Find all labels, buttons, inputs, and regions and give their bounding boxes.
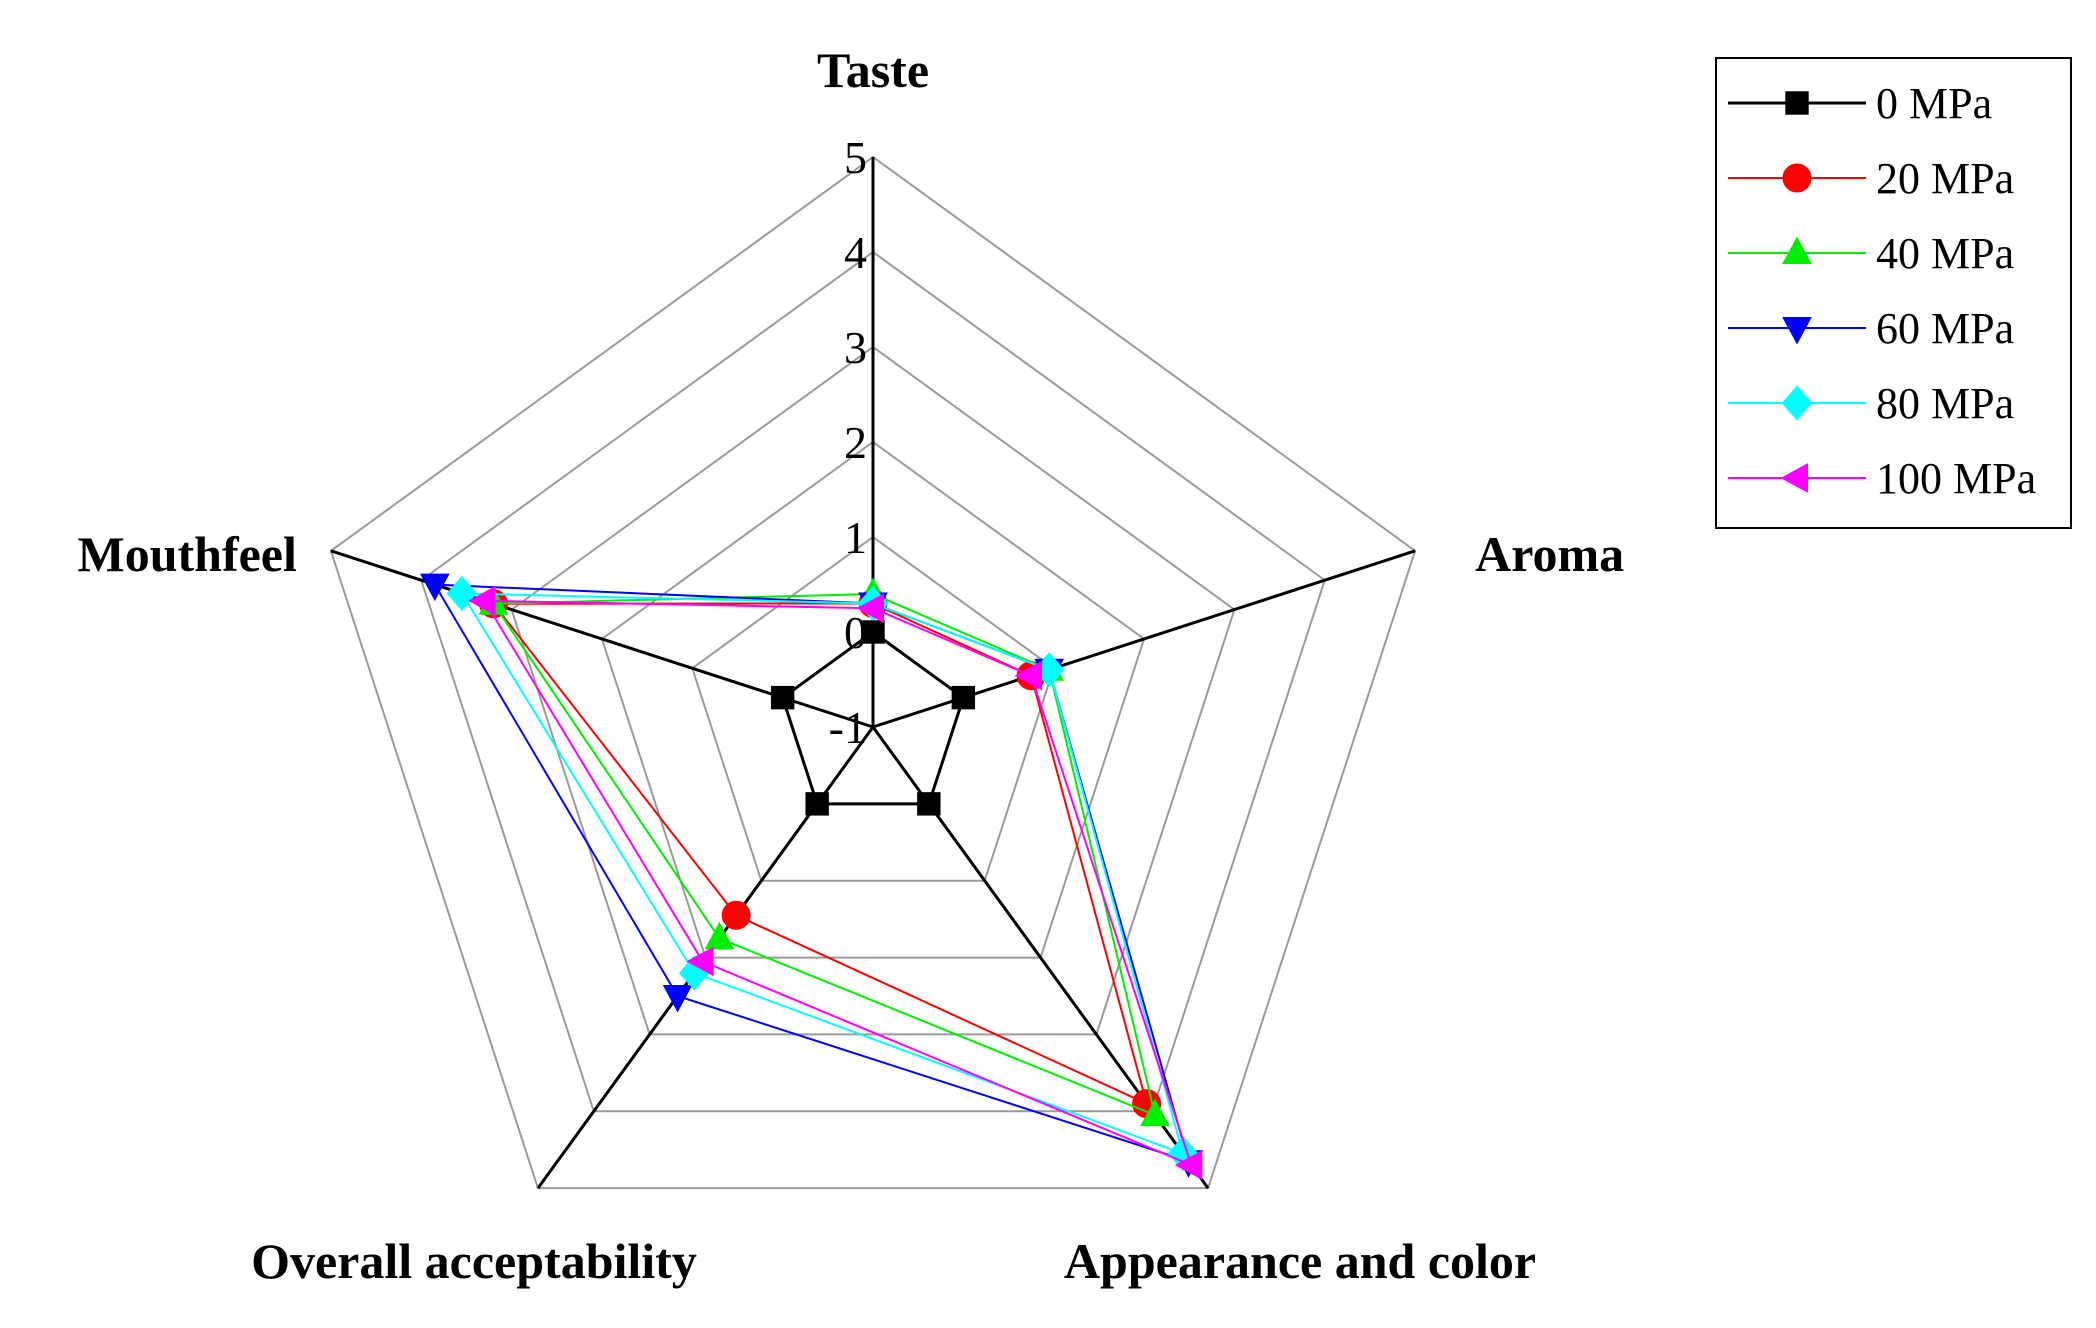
data-point <box>446 575 478 611</box>
legend-item: 0 MPa <box>1728 79 1992 128</box>
data-point <box>856 593 884 624</box>
series-line <box>482 599 1193 1167</box>
grid-ring-3 <box>600 440 1146 959</box>
legend-marker <box>1780 463 1808 493</box>
grid-ring-5 <box>420 250 1326 1113</box>
legend-label: 40 MPa <box>1876 229 2014 278</box>
tick-label: 1 <box>844 512 867 563</box>
data-point <box>1014 660 1043 691</box>
axis-label: Mouthfeel <box>78 526 297 582</box>
chart-legend: 0 MPa 20 MPa 40 MPa 60 MPa 80 MPa 100 MPa <box>1715 57 2072 529</box>
legend-item: 60 MPa <box>1728 304 2014 353</box>
legend-marker <box>1782 236 1812 264</box>
data-point <box>686 946 714 977</box>
grid-ring-4 <box>510 345 1236 1036</box>
legend-label: 80 MPa <box>1876 379 2014 428</box>
legend-marker <box>1785 91 1809 115</box>
legend-label: 60 MPa <box>1876 304 2014 353</box>
series-line <box>460 592 1185 1156</box>
series-line <box>433 583 1190 1163</box>
axis-label: Appearance and color <box>1064 1233 1536 1289</box>
legend-item: 100 MPa <box>1728 454 2036 503</box>
legend-item: 80 MPa <box>1728 379 2014 428</box>
legend-marker <box>1782 317 1812 345</box>
legend-label: 100 MPa <box>1876 454 2036 503</box>
grid-ring-2 <box>691 535 1055 882</box>
tick-label: 2 <box>844 417 867 468</box>
tick-label: 3 <box>844 322 867 373</box>
tick-label: 5 <box>844 132 867 183</box>
data-point <box>805 792 829 816</box>
radar-series <box>419 573 1204 1180</box>
legend-box <box>1715 57 2072 529</box>
data-point <box>917 792 941 816</box>
data-point <box>770 685 795 710</box>
radar-axis-labels: Taste Aroma Appearance and color Overall ac… <box>78 42 1625 1289</box>
data-point <box>662 984 693 1013</box>
legend-label: 0 MPa <box>1876 79 1992 128</box>
grid-ring-6 <box>329 155 1417 1190</box>
data-point <box>1174 1150 1203 1180</box>
tick-label: 0 <box>844 607 867 658</box>
axis-label: Aroma <box>1475 526 1624 582</box>
tick-label: -1 <box>829 702 867 753</box>
radar-grid <box>329 155 1417 1190</box>
series-0 <box>770 620 976 816</box>
data-point <box>419 573 450 602</box>
legend-item: 40 MPa <box>1728 229 2014 278</box>
data-point <box>951 685 976 710</box>
axis-label: Taste <box>817 42 929 98</box>
legend-label: 20 MPa <box>1876 154 2014 203</box>
series-line <box>780 630 966 806</box>
axis-label: Overall acceptability <box>251 1233 697 1289</box>
legend-marker <box>1781 385 1813 421</box>
data-point <box>861 620 885 644</box>
data-point <box>721 900 751 930</box>
data-point <box>468 585 496 616</box>
data-point <box>704 921 735 950</box>
data-point <box>1140 1098 1170 1127</box>
radar-ticks: -1 0 1 2 3 4 5 <box>829 132 867 753</box>
series-5 <box>468 585 1203 1180</box>
legend-item: 20 MPa <box>1728 154 2014 203</box>
tick-label: 4 <box>844 227 867 278</box>
legend-marker <box>1782 163 1812 193</box>
